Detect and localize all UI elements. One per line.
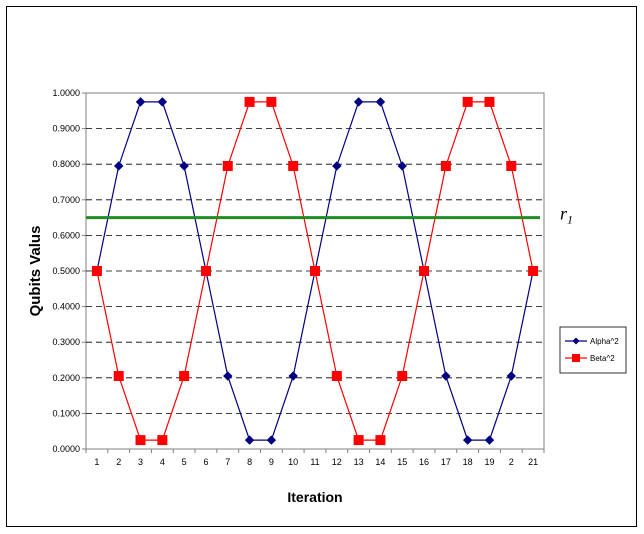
x-tick-label: 14	[375, 457, 385, 467]
x-tick-label: 13	[354, 457, 364, 467]
y-tick-label: 0.6000	[52, 230, 80, 240]
x-tick-label: 9	[269, 457, 274, 467]
beta-2-point	[288, 160, 299, 171]
alpha-2-point	[244, 435, 255, 445]
x-tick-label: 3	[138, 457, 143, 467]
x-tick-label: 16	[419, 457, 429, 467]
legend-box	[559, 326, 627, 374]
beta-2-point	[244, 96, 255, 107]
x-tick-labels: 1 2 3 4 5 6 7 8 9 10 11 12 13 14 15 16 17 18 19 2 21	[94, 457, 538, 467]
beta-2-point	[353, 435, 364, 446]
alpha-2-point	[157, 97, 168, 107]
alpha-2-point	[441, 371, 451, 381]
alpha-2-point	[179, 161, 189, 171]
beta-2-point	[484, 96, 495, 107]
alpha-2-point	[266, 435, 277, 445]
x-tick-label: 7	[225, 457, 230, 467]
y-tick-labels: 0.0000 0.1000 0.2000 0.3000 0.4000 0.5000 0.60…	[52, 88, 80, 454]
y-tick-label: 0.4000	[52, 302, 80, 312]
x-tick-label: 11	[310, 457, 319, 467]
y-tick-label: 0.0000	[52, 444, 80, 454]
x-tick-label: 18	[463, 457, 473, 467]
alpha-2-point	[353, 97, 364, 107]
y-tick-label: 0.7000	[52, 195, 80, 205]
beta-2-point	[200, 266, 211, 276]
beta-2-point	[440, 160, 451, 171]
beta-2-point	[179, 371, 190, 382]
beta-2-point	[397, 371, 408, 382]
y-tick-label: 0.1000	[52, 408, 80, 418]
y-axis-title: Qubits Valus	[27, 226, 44, 317]
reference-line-group: r1	[86, 204, 573, 227]
alpha-2-point	[375, 97, 386, 107]
x-tick-label: 2	[116, 457, 121, 467]
x-tick-label: 2	[509, 457, 514, 467]
y-tick-label: 0.3000	[52, 337, 80, 347]
legend-marker-beta-2	[572, 354, 580, 362]
legend-label-beta-2: Beta^2	[590, 354, 615, 363]
x-tick-label: 1	[94, 457, 99, 467]
x-tick-label: 17	[441, 457, 451, 467]
y-tick-label: 0.8000	[52, 159, 80, 169]
x-tick-label: 4	[160, 457, 165, 467]
reference-label-main: r	[560, 204, 568, 224]
beta-2-point	[506, 160, 517, 171]
alpha-2-point	[288, 371, 298, 381]
gridlines	[82, 92, 545, 453]
x-axis-title: Iteration	[287, 489, 342, 505]
alpha-2-point	[135, 97, 146, 107]
alpha-2-point	[462, 435, 473, 445]
beta-2-point	[222, 160, 233, 171]
alpha-2-point	[114, 161, 124, 171]
x-tick-label: 15	[397, 457, 407, 467]
legend-marker-alpha-2	[572, 337, 580, 345]
alpha-2-point	[332, 161, 342, 171]
beta-2-point	[113, 371, 124, 382]
beta-2-point	[157, 435, 168, 446]
beta-2-point	[375, 435, 386, 446]
beta-2-point	[331, 371, 342, 382]
y-tick-label: 1.0000	[52, 88, 80, 98]
beta-2-point	[266, 96, 277, 107]
reference-line-label: r1	[560, 204, 573, 227]
x-tick-label: 21	[528, 457, 538, 467]
legend: Alpha^2 Beta^2	[559, 326, 627, 374]
beta-2-point	[135, 435, 146, 446]
series-layer	[91, 96, 539, 446]
x-tick-label: 6	[203, 457, 208, 467]
alpha-2-point	[484, 435, 495, 445]
y-tick-label: 0.5000	[52, 266, 80, 276]
x-tick-label: 5	[182, 457, 187, 467]
alpha-2-point	[506, 371, 516, 381]
x-tick-label: 10	[288, 457, 298, 467]
legend-label-alpha-2: Alpha^2	[590, 337, 619, 346]
y-tick-label: 0.2000	[52, 373, 80, 383]
beta-2-point	[419, 266, 430, 276]
y-tick-label: 0.9000	[52, 124, 80, 134]
beta-2-point	[91, 266, 102, 276]
alpha-2-point	[223, 371, 233, 381]
reference-label-subscript: 1	[567, 213, 573, 227]
alpha-2-point	[397, 161, 407, 171]
beta-2-point	[528, 266, 539, 276]
x-tick-label: 19	[484, 457, 494, 467]
x-tick-label: 12	[332, 457, 342, 467]
x-tick-label: 8	[247, 457, 252, 467]
beta-2-point	[310, 266, 320, 276]
beta-2-point	[462, 96, 473, 107]
